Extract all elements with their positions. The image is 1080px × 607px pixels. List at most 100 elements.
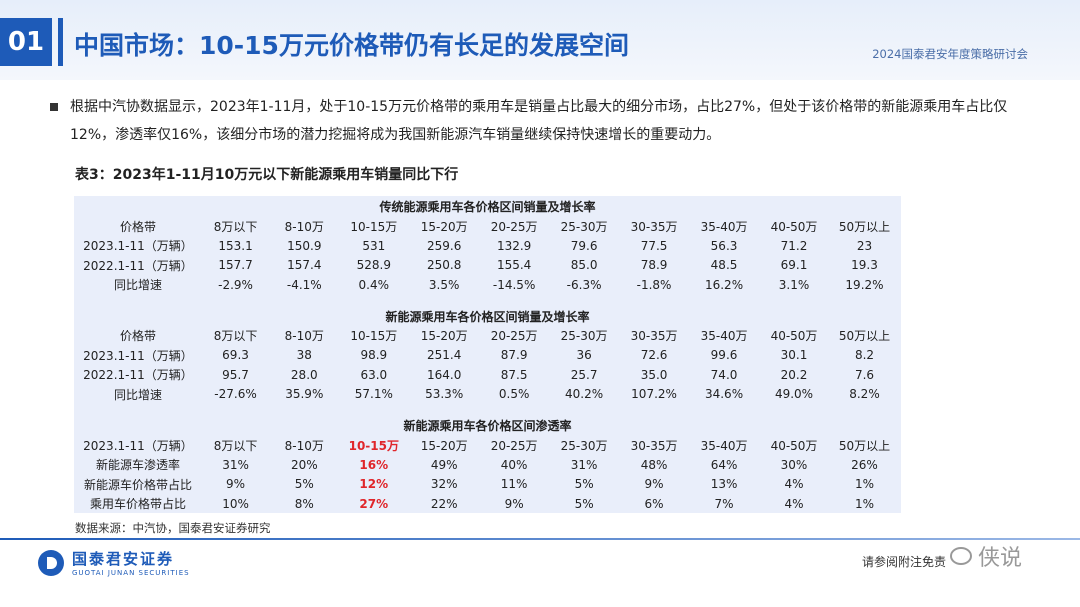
- table-cell: 8.2%: [849, 387, 880, 402]
- table-cell: 11%: [500, 477, 528, 492]
- square-bullet-icon: [50, 103, 58, 111]
- table-cell: -1.8%: [636, 277, 672, 292]
- table-cell: 27%: [359, 496, 389, 511]
- table-cell: 8.2: [854, 348, 875, 363]
- table-cell: 35.9%: [285, 387, 324, 402]
- table-cell: 30-35万: [630, 219, 678, 234]
- table-row: 2022.1-11（万辆） 157.7 157.4 528.9 250.8 155.4 85…: [76, 257, 899, 275]
- table-cell: 23: [856, 238, 873, 253]
- table-cell: 34.6%: [704, 387, 744, 402]
- page-title: 中国市场：10-15万元价格带仍有长足的发展空间: [74, 31, 629, 60]
- table-cell: 9%: [504, 496, 524, 511]
- table-cell: 77.5: [640, 238, 668, 253]
- table-cell: 74.0: [710, 367, 738, 382]
- table-cell: 10%: [222, 496, 249, 511]
- footer-divider: [0, 538, 1080, 540]
- table-cell: 69.1: [780, 258, 808, 273]
- table-row: 2023.1-11（万辆） 69.3 38 98.9 251.4 87.9 36 72.6 99…: [76, 347, 899, 365]
- table-cell: 157.4: [287, 258, 322, 273]
- conference-name: 2024国泰君安年度策略研讨会: [872, 47, 1028, 61]
- company-logo: 国泰君安证券 GUOTAI JUNAN SECURITIES: [38, 548, 190, 577]
- table-cell: 71.2: [780, 238, 808, 253]
- table-cell: 25-30万: [560, 219, 608, 234]
- row-label: 2023.1-11（万辆）: [83, 239, 193, 254]
- table-cell: 5%: [294, 477, 314, 492]
- table-cell: 9%: [644, 477, 664, 492]
- table-cell: 53.3%: [425, 387, 464, 402]
- table-cell: 35-40万: [700, 329, 748, 344]
- row-label: 价格带: [119, 219, 156, 234]
- table-cell: 40%: [500, 457, 528, 472]
- data-table: 传统能源乘用车各价格区间销量及增长率 价格带 8万以下 8-10万 10-15万 15-2…: [74, 196, 901, 515]
- logo-name-en: GUOTAI JUNAN SECURITIES: [72, 569, 190, 577]
- bullet-text: 根据中汽协数据显示，2023年1-11月，处于10-15万元价格带的乘用车是销量…: [70, 99, 1008, 143]
- section-header-row: 传统能源乘用车各价格区间销量及增长率: [76, 198, 899, 216]
- table-cell: 150.9: [287, 238, 322, 253]
- table-cell: 69.3: [222, 348, 249, 363]
- table-cell: 49.0%: [774, 387, 814, 402]
- row-label: 乘用车价格带占比: [89, 497, 186, 512]
- section-header-row: 新能源乘用车各价格区间销量及增长率: [76, 308, 899, 326]
- data-table-container: 传统能源乘用车各价格区间销量及增长率 价格带 8万以下 8-10万 10-15万 15-2…: [74, 196, 901, 513]
- table-row: 乘用车价格带占比 10% 8% 27% 22% 9% 5% 6% 7% 4% 1%: [76, 495, 899, 513]
- table-cell: 16.2%: [704, 277, 744, 292]
- table-cell: 87.5: [500, 367, 528, 382]
- row-label: 新能源车价格带占比: [83, 477, 192, 492]
- table-cell: 20%: [290, 457, 318, 472]
- logo-mark-icon: [38, 549, 64, 576]
- table-cell: 87.9: [500, 348, 528, 363]
- bullet-paragraph: 根据中汽协数据显示，2023年1-11月，处于10-15万元价格带的乘用车是销量…: [50, 93, 1040, 149]
- table-cell: 38: [296, 348, 312, 363]
- table-cell: 8%: [294, 496, 314, 511]
- table-cell: 25-30万: [560, 329, 608, 344]
- table-cell: 251.4: [426, 348, 462, 363]
- table-row: 新能源车价格带占比 9% 5% 12% 32% 11% 5% 9% 13% 4% 1%: [76, 476, 899, 494]
- header-bar: 01 中国市场：10-15万元价格带仍有长足的发展空间 2024国泰君安年度策略…: [0, 0, 1080, 80]
- table-cell: 35-40万: [700, 438, 748, 453]
- table-cell: 8万以下: [213, 329, 258, 344]
- table-cell: 63.0: [360, 367, 388, 382]
- section-title: 传统能源乘用车各价格区间销量及增长率: [379, 200, 596, 215]
- table-cell: 132.9: [496, 238, 532, 253]
- table-cell: 19.3: [851, 258, 878, 273]
- section-header-row: 新能源乘用车各价格区间渗透率: [76, 417, 899, 435]
- row-label: 同比增速: [113, 387, 162, 402]
- table-cell: 107.2%: [631, 387, 677, 402]
- table-cell: 4%: [784, 477, 804, 492]
- table-cell: 56.3: [710, 238, 738, 253]
- table-cell: 30%: [780, 457, 808, 472]
- table-cell: 7%: [714, 496, 734, 511]
- table-cell: 30-35万: [630, 438, 678, 453]
- table-cell: 8-10万: [284, 219, 324, 234]
- table-cell: 15-20万: [420, 219, 468, 234]
- table-cell: 98.9: [360, 348, 388, 363]
- table-cell: 5%: [574, 496, 594, 511]
- table-cell: 26%: [851, 457, 878, 472]
- table-cell: -14.5%: [492, 277, 536, 292]
- table-row: 同比增速 -27.6% 35.9% 57.1% 53.3% 0.5% 40.2% 107.2%…: [76, 386, 899, 404]
- table-cell: 64%: [710, 457, 738, 472]
- table-cell: 49%: [430, 457, 458, 472]
- table-cell: 57.1%: [354, 387, 393, 402]
- table-row: 价格带 8万以下 8-10万 10-15万 15-20万 20-25万 25-30万 30-3…: [76, 218, 899, 236]
- table-cell: 15-20万: [420, 329, 468, 344]
- table-cell: 3.1%: [778, 277, 810, 292]
- section-title: 新能源乘用车各价格区间销量及增长率: [385, 309, 590, 324]
- table-cell: 28.0: [290, 367, 318, 382]
- table-cell: 78.9: [640, 258, 668, 273]
- table-cell: 35.0: [640, 367, 668, 382]
- table-cell: 15-20万: [420, 438, 468, 453]
- table-cell: 10-15万: [348, 438, 399, 453]
- table-cell: 153.1: [218, 238, 253, 253]
- table-cell: -27.6%: [214, 387, 257, 402]
- table-cell: 155.4: [496, 258, 532, 273]
- table-row: 2023.1-11（万辆） 8万以下 8-10万 10-15万 15-20万 20-25万…: [76, 437, 899, 455]
- section-gap: [76, 296, 899, 306]
- table-cell: 6%: [644, 496, 664, 511]
- table-cell: 50万以上: [838, 438, 891, 453]
- data-source: 数据来源：中汽协，国泰君安证券研究: [75, 521, 271, 535]
- table-row: 2023.1-11（万辆） 153.1 150.9 531 259.6 132.9 79.6…: [76, 237, 899, 255]
- table-cell: 85.0: [570, 258, 598, 273]
- table-cell: 48%: [640, 457, 668, 472]
- table-row: 同比增速 -2.9% -4.1% 0.4% 3.5% -14.5% -6.3% -1.8% 16…: [76, 276, 899, 294]
